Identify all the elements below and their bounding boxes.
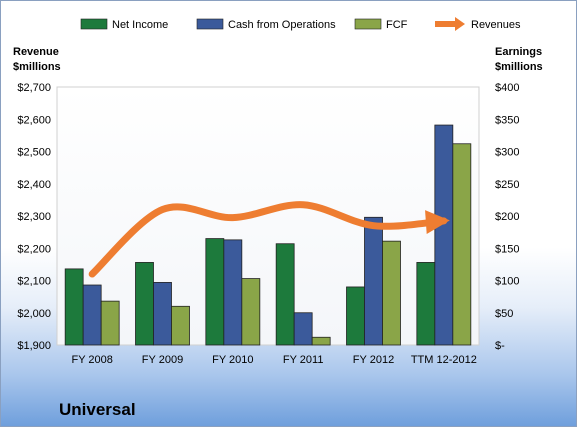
right-tick-label: $250 [495, 179, 519, 191]
right-axis-title-line1: Earnings [495, 46, 542, 58]
x-tick-label: FY 2011 [283, 354, 324, 366]
plot-area [56, 86, 480, 346]
x-tick-label: FY 2009 [142, 354, 183, 366]
right-tick-label: $50 [495, 308, 513, 320]
left-tick-label: $2,000 [17, 308, 51, 320]
right-tick-label: $150 [495, 243, 519, 255]
bar-net-income [135, 262, 154, 346]
right-tick-label: $200 [495, 211, 519, 223]
bar-fcf [311, 336, 331, 346]
legend: Net Income Cash from Operations FCF Revenue… [80, 17, 521, 31]
legend-label-net-income: Net Income [112, 19, 168, 31]
left-tick-label: $1,900 [17, 340, 51, 352]
legend-arrow-icon [455, 17, 465, 31]
company-name: Universal [59, 400, 136, 419]
bar-cash-from-operations [434, 124, 454, 346]
legend-swatch-net-income [80, 18, 108, 30]
bar-net-income [275, 243, 295, 346]
x-tick-label: FY 2008 [71, 354, 112, 366]
right-tick-label: $300 [495, 147, 519, 159]
bar-cash-from-operations [364, 216, 383, 346]
x-tick-label: FY 2012 [353, 354, 394, 366]
bars [64, 124, 472, 346]
legend-label-revenues: Revenues [471, 19, 521, 31]
bar-cash-from-operations [223, 239, 243, 346]
revenues-arrowhead [425, 210, 450, 235]
left-tick-label: $2,300 [17, 211, 51, 223]
left-axis-title-line2: $millions [13, 61, 61, 73]
revenues-line [88, 201, 448, 278]
x-tick-label: FY 2010 [212, 354, 253, 366]
bar-cash-from-operations [293, 312, 313, 346]
bar-fcf [382, 240, 401, 346]
right-tick-label: $350 [495, 114, 519, 126]
left-tick-label: $2,200 [17, 243, 51, 255]
left-tick-label: $2,700 [17, 82, 51, 94]
bar-cash-from-operations [82, 284, 102, 346]
x-tick-label: TTM 12-2012 [411, 354, 477, 366]
bar-net-income [416, 262, 436, 346]
left-axis-ticks: $1,900 $2,000 $2,100 $2,200 $2,300 $2,400 $2,5… [17, 82, 51, 352]
left-tick-label: $2,400 [17, 179, 51, 191]
left-tick-label: $2,500 [17, 147, 51, 159]
left-tick-label: $2,100 [17, 276, 51, 288]
left-tick-label: $2,600 [17, 114, 51, 126]
right-axis-title-line2: $millions [495, 61, 543, 73]
legend-swatch-fcf [354, 18, 382, 30]
legend-label-fcf: FCF [386, 19, 408, 31]
bar-net-income [346, 286, 365, 346]
bar-net-income [64, 268, 84, 346]
revenues-line-group [88, 201, 450, 278]
bar-fcf [241, 278, 261, 346]
right-axis-ticks: $- $50 $100 $150 $200 $250 $300 $350 $400 [495, 82, 519, 352]
right-tick-label: $- [495, 340, 505, 352]
bar-fcf [171, 305, 190, 346]
bar-fcf [100, 300, 120, 346]
legend-label-cash-from-operations: Cash from Operations [228, 19, 336, 31]
legend-swatch-cash-from-operations [196, 18, 224, 30]
bar-fcf [452, 143, 472, 346]
x-axis-labels: FY 2008 FY 2009 FY 2010 FY 2011 FY 2012 TTM 1… [71, 354, 476, 366]
left-axis-title-line1: Revenue [13, 46, 59, 58]
bar-cash-from-operations [153, 282, 172, 346]
right-tick-label: $100 [495, 276, 519, 288]
right-tick-label: $400 [495, 82, 519, 94]
bar-net-income [205, 238, 225, 346]
